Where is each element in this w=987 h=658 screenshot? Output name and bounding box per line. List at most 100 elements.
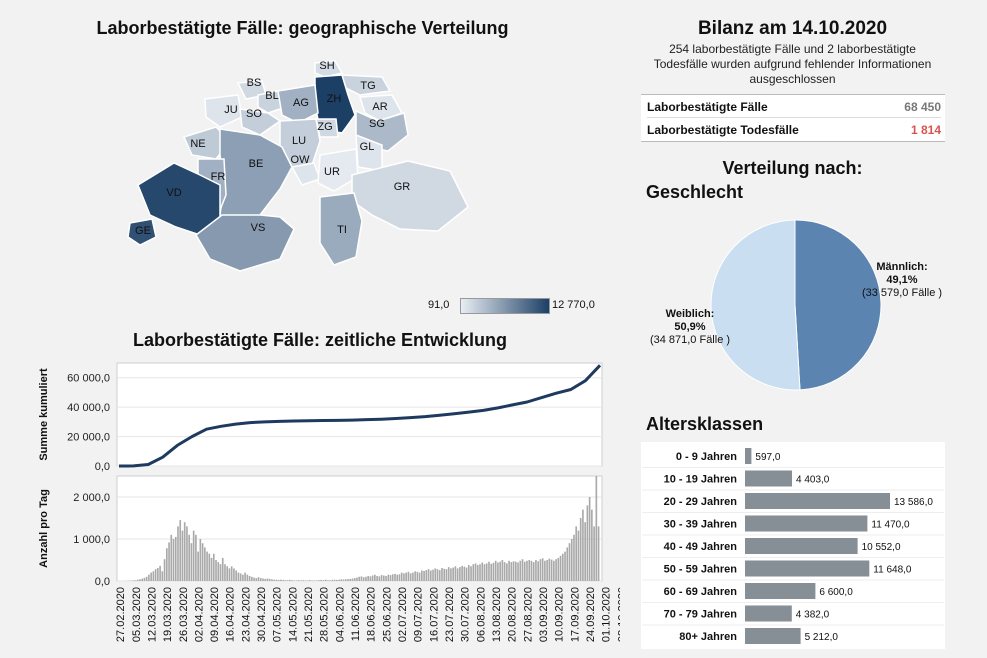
cumulative-ytick-label: 60 000,0 [67, 373, 110, 385]
canton-label-tg: TG [360, 80, 375, 92]
daily-bar [470, 566, 472, 581]
age-bar [745, 448, 752, 464]
cumulative-plot-area [116, 362, 603, 467]
age-value-label: 597,0 [755, 452, 780, 463]
daily-bar [443, 568, 446, 581]
daily-bar [268, 578, 271, 581]
pie-slice-0 [794, 219, 882, 391]
daily-bar [233, 568, 235, 581]
daily-bar [519, 560, 522, 581]
daily-bar [302, 580, 305, 581]
daily-bar [584, 522, 586, 581]
daily-bar [575, 526, 578, 581]
daily-bar [259, 578, 262, 581]
daily-bar [201, 543, 204, 581]
daily-bar [253, 577, 255, 581]
daily-bar [329, 580, 331, 581]
age-bar [745, 515, 868, 532]
daily-bar [157, 568, 159, 581]
daily-bar [447, 567, 450, 581]
date-tick-label: 08.10.2020 [616, 587, 620, 642]
canton-label-zg: ZG [317, 121, 332, 133]
age-category-label: 70 - 79 Jahren [664, 609, 738, 621]
daily-bar [320, 579, 322, 581]
daily-bar [568, 543, 571, 581]
canton-gr[interactable] [351, 160, 469, 232]
bilanz-label-deaths: Laborbestätigte Todesfälle [647, 123, 799, 137]
daily-bar [333, 579, 336, 581]
daily-bar [336, 579, 338, 581]
date-tick-label: 01.10.2020 [601, 587, 613, 642]
daily-bar [148, 574, 150, 581]
daily-ytick-label: 0,0 [95, 576, 110, 588]
cumulative-ytick-label: 40 000,0 [67, 402, 110, 414]
daily-bar [454, 566, 457, 581]
map-legend: 91,0 12 770,0 [428, 296, 608, 316]
daily-bar [161, 571, 164, 581]
date-tick-label: 23.04.2020 [240, 587, 252, 642]
date-tick-label: 27.08.2020 [522, 587, 534, 642]
daily-bar [353, 578, 356, 581]
canton-ti[interactable] [319, 192, 363, 266]
daily-bar [382, 575, 385, 581]
daily-bar [416, 571, 419, 581]
daily-bar [396, 574, 399, 581]
daily-bar [159, 565, 161, 581]
canton-label-ow: OW [291, 154, 311, 166]
age-value-label: 4 382,0 [796, 610, 830, 621]
canton-label-lu: LU [292, 135, 306, 147]
age-bar [745, 470, 792, 487]
date-tick-label: 04.06.2020 [334, 587, 346, 642]
daily-bar [174, 536, 177, 581]
daily-bar [474, 563, 477, 581]
daily-bar [221, 557, 224, 581]
canton-vs[interactable] [195, 214, 295, 272]
timeline-title: Laborbestätigte Fälle: zeitliche Entwick… [132, 330, 508, 350]
daily-bar [432, 569, 434, 581]
canton-label-so: SO [246, 108, 262, 120]
daily-bar [266, 578, 269, 581]
daily-bar [251, 576, 253, 581]
canton-label-bs: BS [247, 77, 262, 89]
daily-bar [199, 539, 202, 581]
daily-bar [409, 573, 412, 581]
daily-bar [521, 559, 524, 581]
daily-bar [351, 578, 354, 581]
daily-bar [210, 557, 213, 581]
canton-ur[interactable] [317, 148, 359, 192]
age-category-label: 60 - 69 Jahren [664, 586, 738, 598]
daily-bar [385, 576, 387, 581]
daily-bar [282, 579, 284, 581]
daily-bar [293, 580, 296, 581]
date-tick-label: 14.05.2020 [287, 587, 299, 642]
daily-bar [204, 547, 206, 581]
daily-bar [306, 580, 309, 581]
daily-bar [508, 560, 510, 581]
daily-bar [235, 570, 237, 581]
canton-ag[interactable] [277, 84, 319, 124]
daily-bar [472, 564, 475, 581]
bilanz-value-deaths: 1 814 [910, 123, 941, 137]
daily-bar [183, 522, 186, 581]
daily-bar [255, 578, 258, 581]
daily-bar [452, 567, 454, 581]
daily-bar [291, 580, 293, 581]
canton-so[interactable] [239, 108, 282, 136]
bilanz-value-cases: 68 450 [904, 100, 941, 114]
age-bar [745, 560, 870, 577]
daily-bar [340, 579, 343, 581]
daily-bar [391, 574, 394, 581]
canton-ge[interactable] [127, 218, 157, 246]
daily-bar [421, 570, 423, 581]
daily-bar [564, 551, 566, 581]
canton-ju[interactable] [204, 94, 243, 128]
daily-ytick-label: 2 000,0 [73, 492, 110, 504]
daily-bar [215, 560, 217, 581]
daily-bar [425, 570, 428, 581]
canton-ow[interactable] [290, 162, 321, 186]
daily-bar [172, 539, 175, 581]
canton-label-ar: AR [372, 101, 387, 113]
age-title: Altersklassen [646, 414, 764, 434]
legend-max-label: 12 770,0 [552, 299, 595, 311]
daily-bar [313, 580, 316, 581]
